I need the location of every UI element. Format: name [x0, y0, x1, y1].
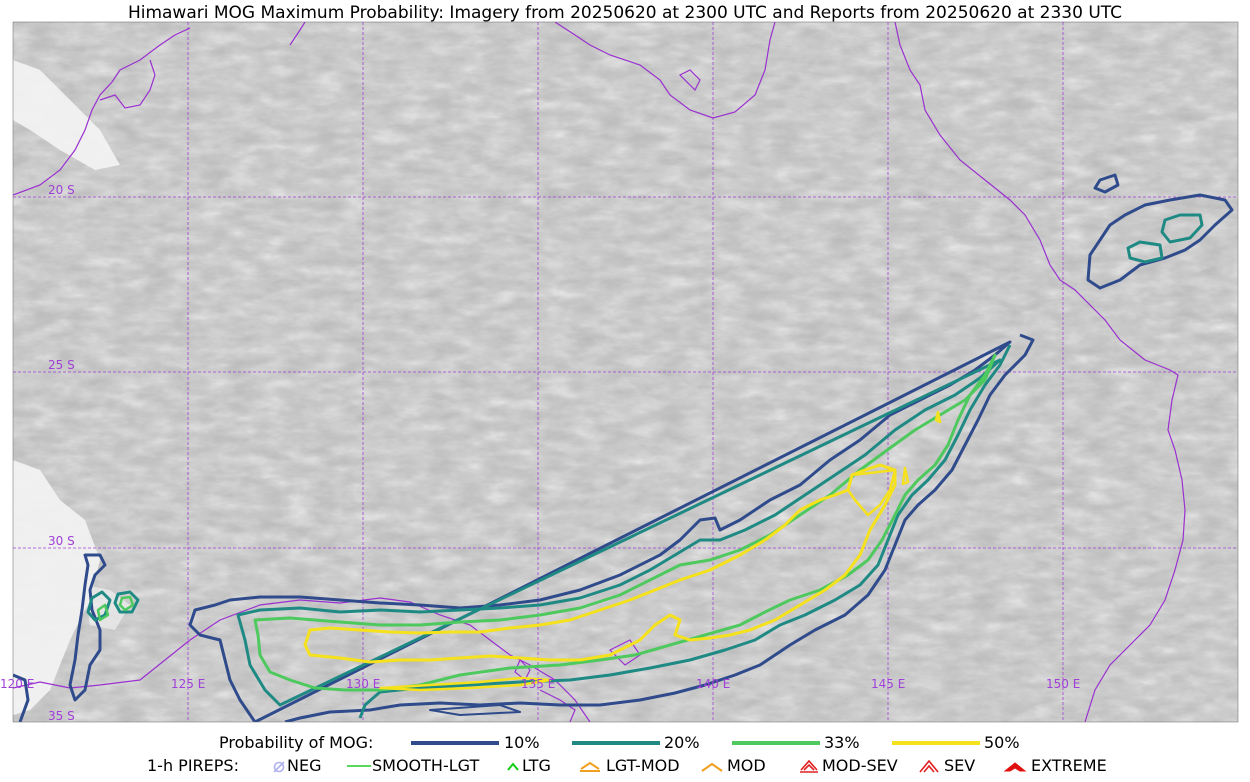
- lat-label-35s: 35 S: [48, 709, 75, 723]
- line-icon: [347, 765, 371, 767]
- legend-swatch-33: [732, 741, 820, 745]
- lon-label-140e: 140 E: [696, 677, 730, 691]
- legend-label-20: 20%: [664, 733, 700, 752]
- lon-label-130e: 130 E: [346, 677, 380, 691]
- lon-label-125e: 125 E: [171, 677, 205, 691]
- contour-10-percent: [188, 333, 1035, 722]
- graticule: [13, 22, 1238, 722]
- plot-title: Himawari MOG Maximum Probability: Imager…: [127, 3, 1123, 23]
- pirep-label-mod-sev: MOD-SEV: [822, 756, 898, 775]
- pirep-label-extreme: EXTREME: [1031, 756, 1107, 775]
- legend-swatch-10: [411, 741, 499, 745]
- pirep-label-sev: SEV: [944, 756, 976, 775]
- lat-label-20s: 20 S: [48, 183, 75, 197]
- legend-label-33: 33%: [824, 733, 860, 752]
- coastlines: [13, 22, 1186, 722]
- pirep-label-neg: NEG: [287, 756, 322, 775]
- mog-contours: [13, 173, 1234, 722]
- pirep-label-mod: MOD: [727, 756, 766, 775]
- neg-circle-icon: [273, 761, 285, 773]
- legend-swatch-50: [892, 741, 980, 745]
- lon-label-135e: 135 E: [521, 677, 555, 691]
- lat-label-25s: 25 S: [48, 358, 75, 372]
- caret-icon: [507, 762, 519, 771]
- probability-legend-title: Probability of MOG:: [219, 733, 374, 752]
- probability-legend: Probability of MOG: 10% 20% 33% 50%: [0, 733, 1250, 755]
- legend-label-10: 10%: [504, 733, 540, 752]
- double-hat-underline-icon: [800, 759, 818, 773]
- hat-underline-icon: [580, 761, 600, 772]
- hat-icon: [701, 762, 723, 772]
- lon-label-145e: 145 E: [871, 677, 905, 691]
- lon-label-120e: 120 E: [0, 677, 34, 691]
- pirep-label-lgt-mod: LGT-MOD: [606, 756, 680, 775]
- lon-label-150e: 150 E: [1046, 677, 1080, 691]
- contour-50-percent: [303, 463, 897, 664]
- pirep-legend-title: 1-h PIREPS:: [147, 756, 239, 775]
- pirep-legend: 1-h PIREPS: NEG SMOOTH-LGT LTG LGT-MOD M…: [0, 756, 1250, 778]
- legend-label-50: 50%: [984, 733, 1020, 752]
- pirep-label-smooth-lgt: SMOOTH-LGT: [372, 756, 480, 775]
- contour-20-percent: [236, 344, 1012, 719]
- double-hat-icon: [919, 759, 939, 773]
- legend-swatch-20: [572, 741, 660, 745]
- lat-label-30s: 30 S: [48, 534, 75, 548]
- filled-hat-icon: [1003, 762, 1027, 772]
- pirep-label-ltg: LTG: [522, 756, 551, 775]
